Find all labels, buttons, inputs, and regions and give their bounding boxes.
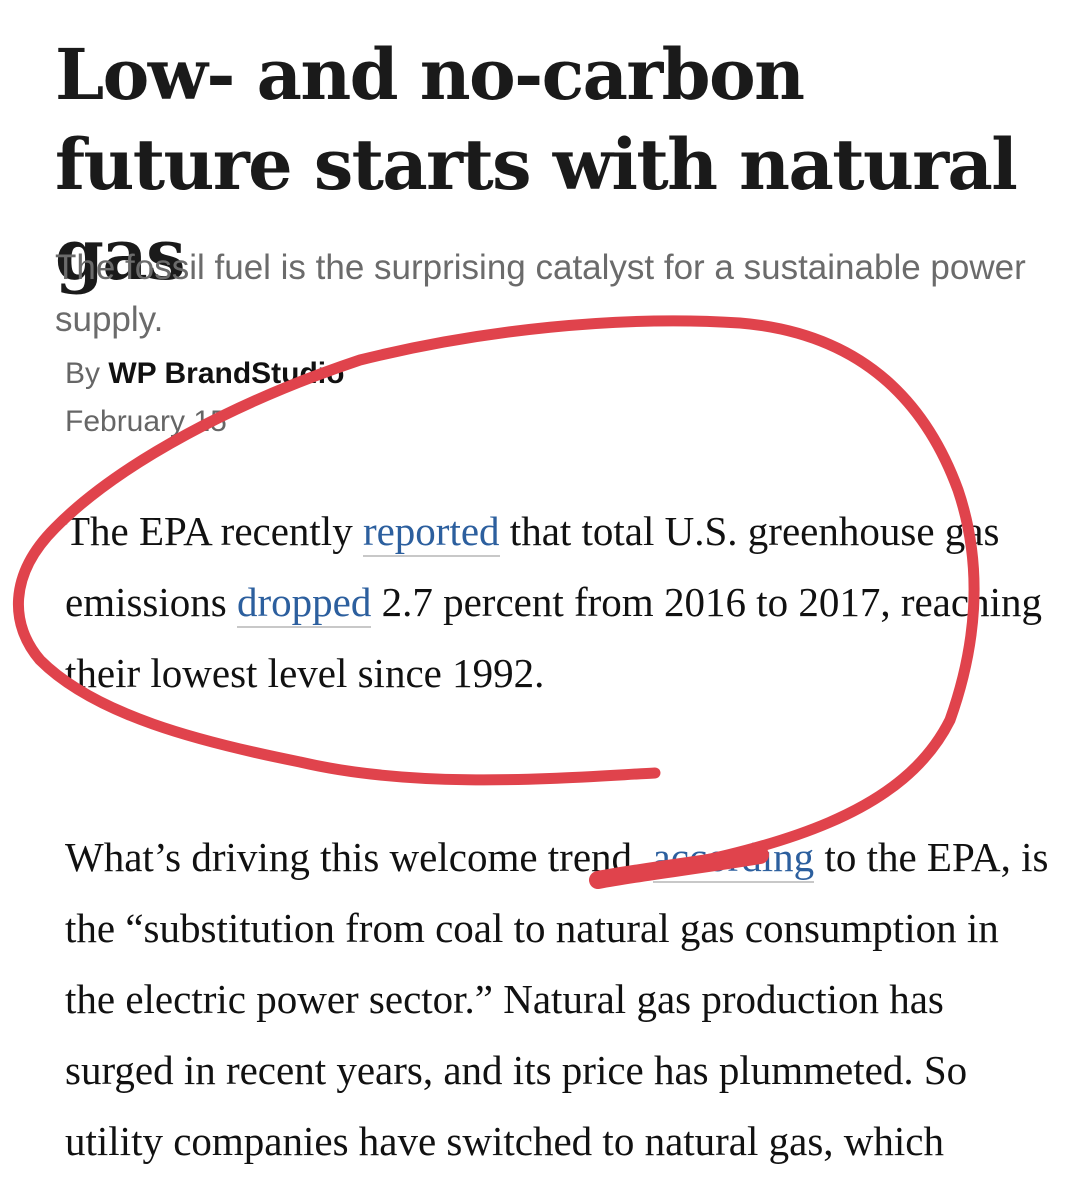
- paragraph-1: The EPA recently reported that total U.S…: [65, 496, 1055, 709]
- byline: By WP BrandStudio: [65, 354, 344, 394]
- byline-prefix: By: [65, 357, 101, 390]
- author-link[interactable]: WP BrandStudio: [108, 357, 345, 390]
- paragraph-text: to the EPA, is the “substitution from co…: [65, 834, 1049, 1164]
- paragraph-text: The EPA recently: [65, 508, 363, 554]
- paragraph-text: What’s driving this welcome trend,: [65, 834, 653, 880]
- according-link[interactable]: according: [652, 834, 815, 883]
- dropped-link[interactable]: dropped: [237, 579, 372, 628]
- reported-link[interactable]: reported: [362, 508, 500, 557]
- article-subheadline: The fossil fuel is the surprising cataly…: [55, 248, 1026, 339]
- publish-date: February 15: [65, 405, 227, 438]
- paragraph-2: What’s driving this welcome trend, accor…: [65, 822, 1055, 1177]
- article-headline: Low- and no-carbon future starts with na…: [55, 33, 1018, 296]
